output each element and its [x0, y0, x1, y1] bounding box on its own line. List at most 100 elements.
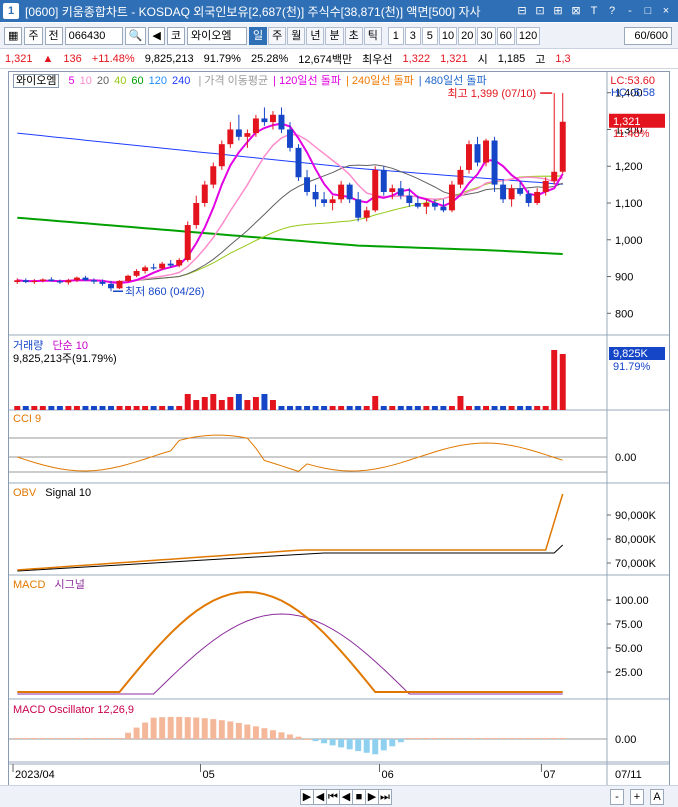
volume-bar	[56, 406, 63, 410]
candle-body	[295, 147, 302, 178]
lc-value: LC:53.60	[610, 75, 655, 87]
overlay-label-2: | 240일선 돌파	[345, 75, 414, 87]
main-grid-icon[interactable]: ▦	[4, 26, 23, 45]
volume-bar	[261, 394, 268, 410]
interval-button-20[interactable]: 20	[458, 26, 477, 45]
back-icon[interactable]: ◀	[339, 789, 353, 805]
candle-body	[457, 169, 464, 185]
market-select[interactable]: 전	[44, 26, 63, 45]
volume-bar	[82, 406, 89, 410]
osc-bar	[551, 738, 558, 739]
period-tab-0[interactable]: 일	[248, 26, 268, 45]
candle-body	[278, 114, 285, 130]
font-size-icon[interactable]: A	[650, 789, 664, 805]
osc-bar	[218, 720, 225, 739]
cci-line	[17, 434, 563, 472]
period-tab-2[interactable]: 월	[287, 26, 306, 45]
macd-tick-label: 25.00	[615, 667, 643, 679]
current-price-tag	[609, 113, 665, 128]
period-tab-6[interactable]: 틱	[363, 26, 382, 45]
candle-body	[406, 195, 413, 203]
x-tick-label: 2023/04	[15, 769, 55, 781]
macd-pane-bg	[9, 577, 669, 699]
zoom-out-icon[interactable]: -	[610, 789, 624, 805]
volume-bar	[517, 406, 524, 410]
interval-button-1[interactable]: 1	[387, 26, 404, 45]
window-icon[interactable]: ⊟	[517, 5, 527, 17]
help-icon[interactable]: ?	[608, 5, 616, 17]
exchange-select[interactable]: 코	[166, 26, 185, 45]
stock-code-input[interactable]: 066430	[64, 26, 123, 45]
chart-canvas[interactable]: 1,400 1,300 1,200 1,100 1,000 900 800 1,32111.4…	[9, 72, 669, 792]
osc-pane-bg	[9, 701, 669, 762]
stock-name-field[interactable]: 와이오엠	[186, 26, 247, 45]
price-tick-label: 1,200	[615, 161, 643, 173]
interval-button-120[interactable]: 120	[515, 26, 541, 45]
close-icon[interactable]: ×	[662, 5, 670, 17]
candle-body	[31, 280, 38, 283]
copy-icon[interactable]: ⊞	[553, 5, 563, 17]
last-icon[interactable]: ⏭	[378, 789, 392, 805]
candle-body	[65, 280, 72, 283]
candle-body	[287, 129, 293, 148]
chart-icon[interactable]: ⊠	[571, 5, 581, 17]
period-tab-5[interactable]: 초	[344, 26, 363, 45]
volume-bar	[287, 406, 293, 410]
current-price: 1,321	[5, 53, 33, 65]
period-tab-4[interactable]: 분	[325, 26, 344, 45]
minimize-icon[interactable]: -	[628, 5, 632, 17]
period-tab-1[interactable]: 주	[268, 26, 287, 45]
interval-button-3[interactable]: 3	[404, 26, 421, 45]
volume-bar	[22, 406, 29, 410]
play-icon[interactable]: ▶	[300, 789, 314, 805]
candle-body	[159, 263, 166, 269]
macd-signal-label: 시그널	[54, 579, 85, 591]
candle-body	[466, 144, 472, 170]
volume-pane-bg	[9, 337, 669, 410]
osc-bar	[363, 739, 370, 753]
interval-button-5[interactable]: 5	[421, 26, 438, 45]
ma-label-60: 60	[131, 75, 144, 87]
volume-bar	[551, 350, 558, 410]
volume-bar	[269, 400, 276, 410]
speaker-icon[interactable]: ◀	[148, 26, 165, 45]
change-rate: +11.48%	[91, 53, 135, 65]
volume-bar	[312, 406, 319, 410]
osc-bar	[142, 722, 149, 739]
volume-bar	[363, 406, 370, 410]
bar-count-input[interactable]: 60/600	[624, 26, 672, 45]
osc-bar	[56, 738, 63, 739]
code-type-select[interactable]: 주	[24, 26, 43, 45]
volume-bar	[244, 400, 251, 410]
obv-tick-label: 70,000K	[615, 558, 657, 570]
candle-body	[321, 199, 328, 203]
stop-icon[interactable]: ■	[352, 789, 366, 805]
interval-button-30[interactable]: 30	[477, 26, 496, 45]
osc-bar	[338, 739, 345, 748]
osc-bar	[269, 730, 276, 739]
volume-bar	[39, 406, 46, 410]
osc-bar	[312, 739, 319, 742]
chart-area[interactable]: 1,400 1,300 1,200 1,100 1,000 900 800 1,321 11.4…	[8, 71, 670, 793]
search-icon[interactable]: 🔍	[124, 26, 147, 45]
candle-body	[82, 277, 89, 281]
period-tab-3[interactable]: 년	[306, 26, 325, 45]
link-icon[interactable]: ⊡	[535, 5, 545, 17]
volume-ma-label: 단순 10	[52, 340, 88, 352]
candle-body	[252, 118, 259, 134]
forward-icon[interactable]: ▶	[365, 789, 379, 805]
prev-icon[interactable]: ◀	[313, 789, 327, 805]
interval-button-10[interactable]: 10	[438, 26, 458, 45]
restore-icon[interactable]: □	[644, 5, 652, 17]
first-icon[interactable]: ⏮	[326, 789, 340, 805]
zoom-in-icon[interactable]: +	[630, 789, 644, 805]
candle-body	[201, 184, 208, 203]
candle-body	[167, 263, 174, 266]
interval-button-60[interactable]: 60	[496, 26, 515, 45]
overlay-legend: | 가격 이동평균 | 120일선 돌파 | 240일선 돌파 | 480일선 돌파	[198, 75, 491, 87]
volume-bar	[278, 406, 285, 410]
volume-bar	[423, 406, 430, 410]
osc-bar	[474, 738, 481, 739]
legend-stock-name[interactable]: 와이오엠	[13, 74, 60, 88]
font-icon[interactable]: T	[590, 5, 598, 17]
